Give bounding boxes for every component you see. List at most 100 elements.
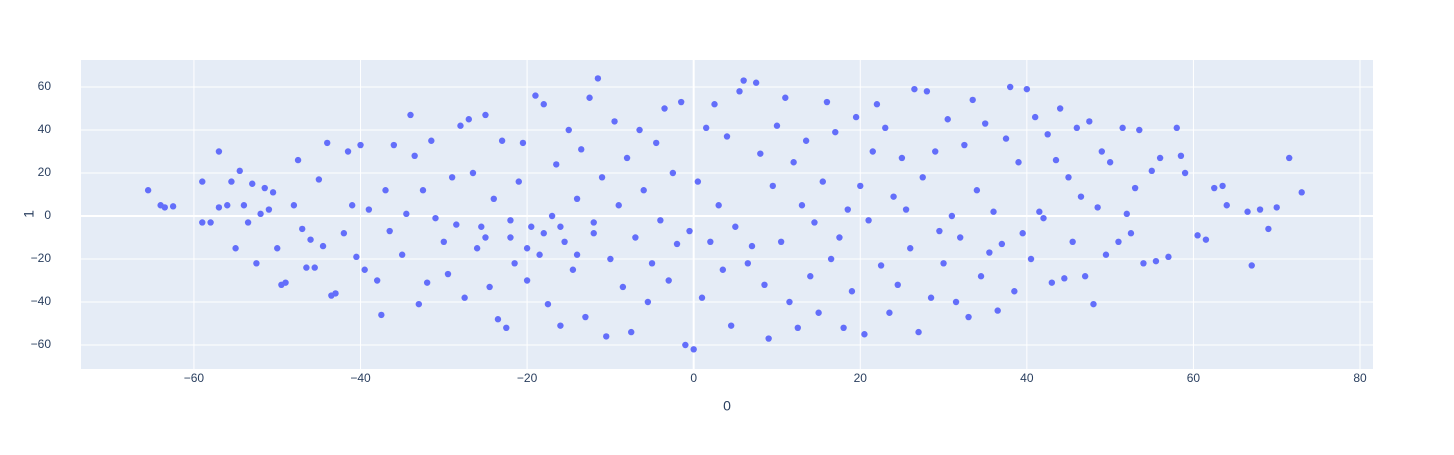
point [419, 187, 427, 194]
point [736, 88, 743, 95]
point [428, 137, 435, 144]
point [348, 202, 356, 209]
point [453, 221, 460, 228]
point [1273, 204, 1280, 211]
point [832, 128, 839, 136]
x-tick-label: 60 [1187, 371, 1201, 385]
point [1148, 167, 1155, 175]
point [378, 311, 385, 319]
point [852, 113, 860, 121]
point [623, 154, 631, 162]
point [307, 236, 314, 243]
point [1098, 148, 1106, 155]
point [544, 300, 552, 308]
point [865, 217, 872, 224]
point [990, 208, 997, 215]
point [1256, 206, 1264, 213]
point [719, 266, 727, 273]
point [1181, 169, 1189, 177]
point [144, 187, 152, 194]
point [986, 249, 993, 256]
point [407, 111, 414, 119]
point [757, 150, 764, 157]
point [748, 242, 756, 250]
point [915, 328, 922, 336]
point [403, 210, 410, 218]
y-tick-label: 0 [44, 208, 51, 222]
point [677, 98, 685, 106]
point [1006, 83, 1014, 91]
x-tick-label: 40 [1020, 371, 1034, 385]
point [215, 204, 223, 211]
point [590, 219, 597, 226]
point [1061, 275, 1068, 282]
x-axis-title: 0 [723, 398, 731, 414]
point [727, 322, 735, 329]
y-tick-label: −40 [31, 294, 52, 308]
point [636, 126, 643, 134]
point [1173, 124, 1180, 132]
point [457, 122, 464, 129]
point [199, 219, 206, 226]
point [765, 335, 772, 342]
point [698, 294, 706, 301]
point [299, 225, 306, 233]
point [411, 152, 418, 160]
point [1211, 184, 1218, 192]
point [578, 146, 585, 153]
point [482, 111, 489, 119]
point [240, 202, 248, 209]
point [640, 187, 647, 194]
point [523, 245, 531, 252]
point [344, 148, 352, 155]
point [823, 98, 831, 106]
point [882, 124, 889, 132]
point [682, 341, 689, 349]
point [324, 139, 331, 147]
point [877, 262, 885, 269]
point [398, 251, 406, 258]
point [461, 294, 468, 301]
point [573, 251, 581, 258]
point [802, 137, 810, 144]
point [1002, 135, 1010, 142]
point [873, 101, 881, 108]
y-tick-label: 60 [38, 79, 52, 93]
point [373, 277, 381, 284]
point [532, 92, 539, 99]
point [494, 316, 502, 323]
point [894, 281, 901, 289]
point [553, 161, 560, 168]
point [215, 148, 223, 155]
point [936, 227, 943, 235]
point [632, 234, 639, 241]
point [1044, 131, 1051, 138]
point [790, 159, 797, 166]
point [927, 294, 935, 301]
point [1086, 118, 1093, 125]
point [948, 212, 956, 220]
point [777, 238, 785, 246]
point [1140, 260, 1147, 267]
point [603, 333, 610, 340]
point [557, 223, 564, 230]
point [836, 234, 843, 241]
point [786, 298, 793, 306]
point [269, 189, 277, 196]
point [907, 245, 914, 252]
point [1081, 273, 1089, 280]
x-tick-label: 0 [690, 371, 697, 385]
y-axis-title: 1 [21, 210, 37, 218]
point [353, 253, 360, 261]
point [661, 105, 668, 112]
point [315, 176, 323, 183]
point [511, 260, 518, 267]
point [199, 178, 206, 185]
point [782, 94, 789, 101]
point [1106, 159, 1114, 166]
point [1119, 124, 1126, 132]
point [673, 240, 681, 248]
point [628, 328, 635, 336]
point [265, 206, 273, 213]
point [473, 245, 481, 252]
